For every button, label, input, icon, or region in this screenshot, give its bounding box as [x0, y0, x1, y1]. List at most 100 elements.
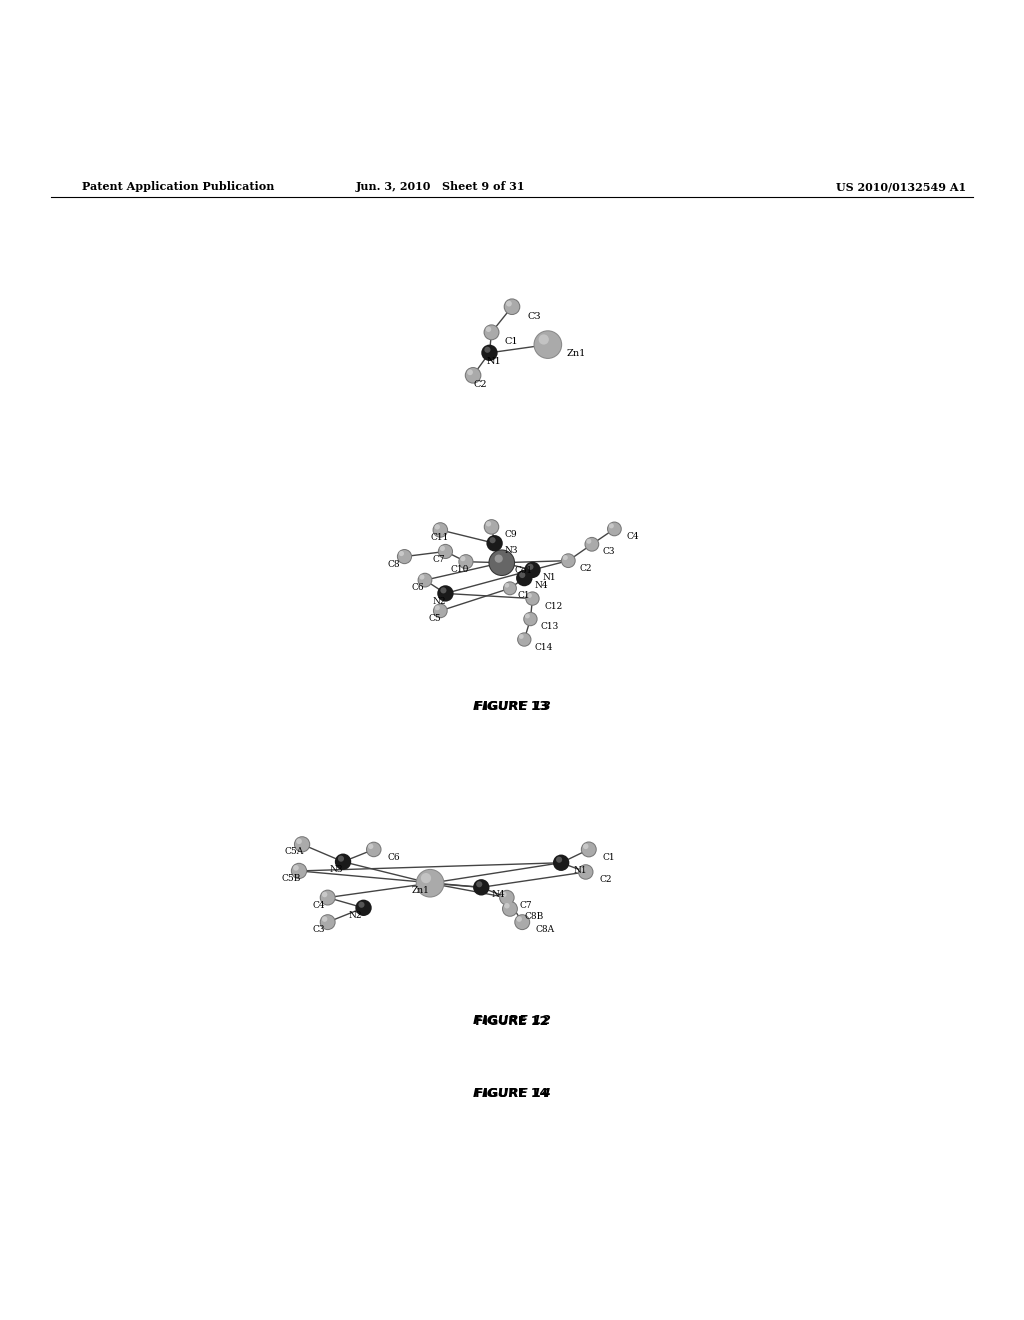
Circle shape — [495, 554, 503, 562]
Circle shape — [488, 549, 515, 576]
Circle shape — [484, 347, 490, 352]
Text: C9: C9 — [505, 529, 517, 539]
Circle shape — [434, 524, 440, 529]
Text: C7: C7 — [432, 554, 444, 564]
Circle shape — [578, 865, 594, 879]
Circle shape — [489, 550, 514, 576]
Circle shape — [586, 539, 598, 550]
Text: C12: C12 — [545, 602, 563, 611]
Text: C3: C3 — [527, 312, 541, 321]
Circle shape — [465, 367, 481, 384]
Circle shape — [539, 334, 549, 345]
Circle shape — [504, 298, 520, 315]
Text: FIGURE 12: FIGURE 12 — [473, 1014, 551, 1027]
Circle shape — [291, 863, 307, 879]
Circle shape — [335, 854, 351, 870]
Circle shape — [527, 593, 531, 598]
Circle shape — [483, 519, 500, 535]
Circle shape — [499, 890, 515, 906]
Text: C2: C2 — [473, 380, 486, 389]
Text: C8B: C8B — [524, 912, 544, 921]
Text: N1: N1 — [486, 356, 501, 366]
Circle shape — [319, 915, 336, 931]
Circle shape — [460, 556, 472, 569]
Circle shape — [433, 523, 447, 537]
Circle shape — [338, 855, 344, 862]
Circle shape — [523, 612, 538, 626]
Circle shape — [502, 900, 518, 917]
Text: C2: C2 — [580, 564, 592, 573]
Text: C8A: C8A — [536, 925, 555, 935]
Circle shape — [420, 574, 424, 579]
Circle shape — [355, 900, 372, 916]
Circle shape — [503, 902, 517, 916]
Circle shape — [466, 368, 480, 383]
Circle shape — [433, 603, 447, 618]
Circle shape — [437, 585, 454, 602]
Text: FIGURE 14: FIGURE 14 — [473, 1086, 551, 1100]
Circle shape — [534, 330, 562, 359]
Circle shape — [563, 554, 567, 560]
Text: C10: C10 — [451, 565, 469, 574]
Circle shape — [489, 537, 496, 544]
Circle shape — [525, 591, 540, 606]
Circle shape — [460, 556, 466, 561]
Circle shape — [321, 915, 335, 929]
Circle shape — [519, 634, 523, 639]
Circle shape — [608, 523, 621, 536]
Text: FIGURE 13: FIGURE 13 — [475, 700, 549, 713]
Circle shape — [319, 890, 336, 906]
Circle shape — [519, 572, 525, 578]
Text: N4: N4 — [535, 581, 548, 590]
Circle shape — [506, 301, 512, 306]
Text: FIGURE 13: FIGURE 13 — [473, 700, 551, 713]
Circle shape — [527, 564, 534, 570]
Text: Co1: Co1 — [514, 566, 532, 574]
Circle shape — [607, 521, 622, 536]
Circle shape — [481, 345, 498, 360]
Circle shape — [517, 632, 531, 647]
Text: C5: C5 — [428, 614, 440, 623]
Text: C6: C6 — [412, 583, 424, 593]
Text: N3: N3 — [330, 865, 343, 874]
Circle shape — [368, 843, 374, 849]
Circle shape — [358, 902, 365, 908]
Text: Patent Application Publication: Patent Application Publication — [82, 181, 274, 193]
Text: C4: C4 — [312, 900, 325, 909]
Circle shape — [397, 549, 412, 564]
Circle shape — [525, 614, 529, 619]
Circle shape — [398, 550, 411, 564]
Circle shape — [467, 370, 473, 375]
Circle shape — [483, 325, 500, 341]
Circle shape — [504, 903, 510, 908]
Circle shape — [440, 587, 446, 594]
Circle shape — [581, 841, 597, 858]
Text: C1: C1 — [505, 338, 518, 346]
Text: N3: N3 — [505, 546, 518, 556]
Circle shape — [485, 326, 492, 333]
Text: C1: C1 — [517, 591, 529, 601]
Circle shape — [485, 521, 492, 527]
Circle shape — [418, 573, 432, 587]
Text: C13: C13 — [541, 622, 559, 631]
Text: N2: N2 — [432, 597, 445, 606]
Text: N1: N1 — [543, 573, 556, 582]
Circle shape — [296, 838, 302, 843]
Circle shape — [473, 879, 489, 895]
Text: Zn1: Zn1 — [412, 886, 429, 895]
Circle shape — [486, 535, 503, 552]
Circle shape — [292, 863, 306, 878]
Circle shape — [516, 916, 522, 921]
Circle shape — [518, 634, 530, 645]
Circle shape — [484, 325, 499, 339]
Text: C2: C2 — [599, 875, 611, 884]
Circle shape — [583, 843, 589, 849]
Text: C8: C8 — [387, 560, 399, 569]
Text: C5A: C5A — [285, 847, 304, 857]
Circle shape — [417, 870, 443, 896]
Circle shape — [366, 842, 382, 857]
Circle shape — [476, 882, 482, 887]
Text: C11: C11 — [430, 533, 449, 543]
Text: C4: C4 — [627, 532, 639, 541]
Circle shape — [503, 581, 517, 595]
